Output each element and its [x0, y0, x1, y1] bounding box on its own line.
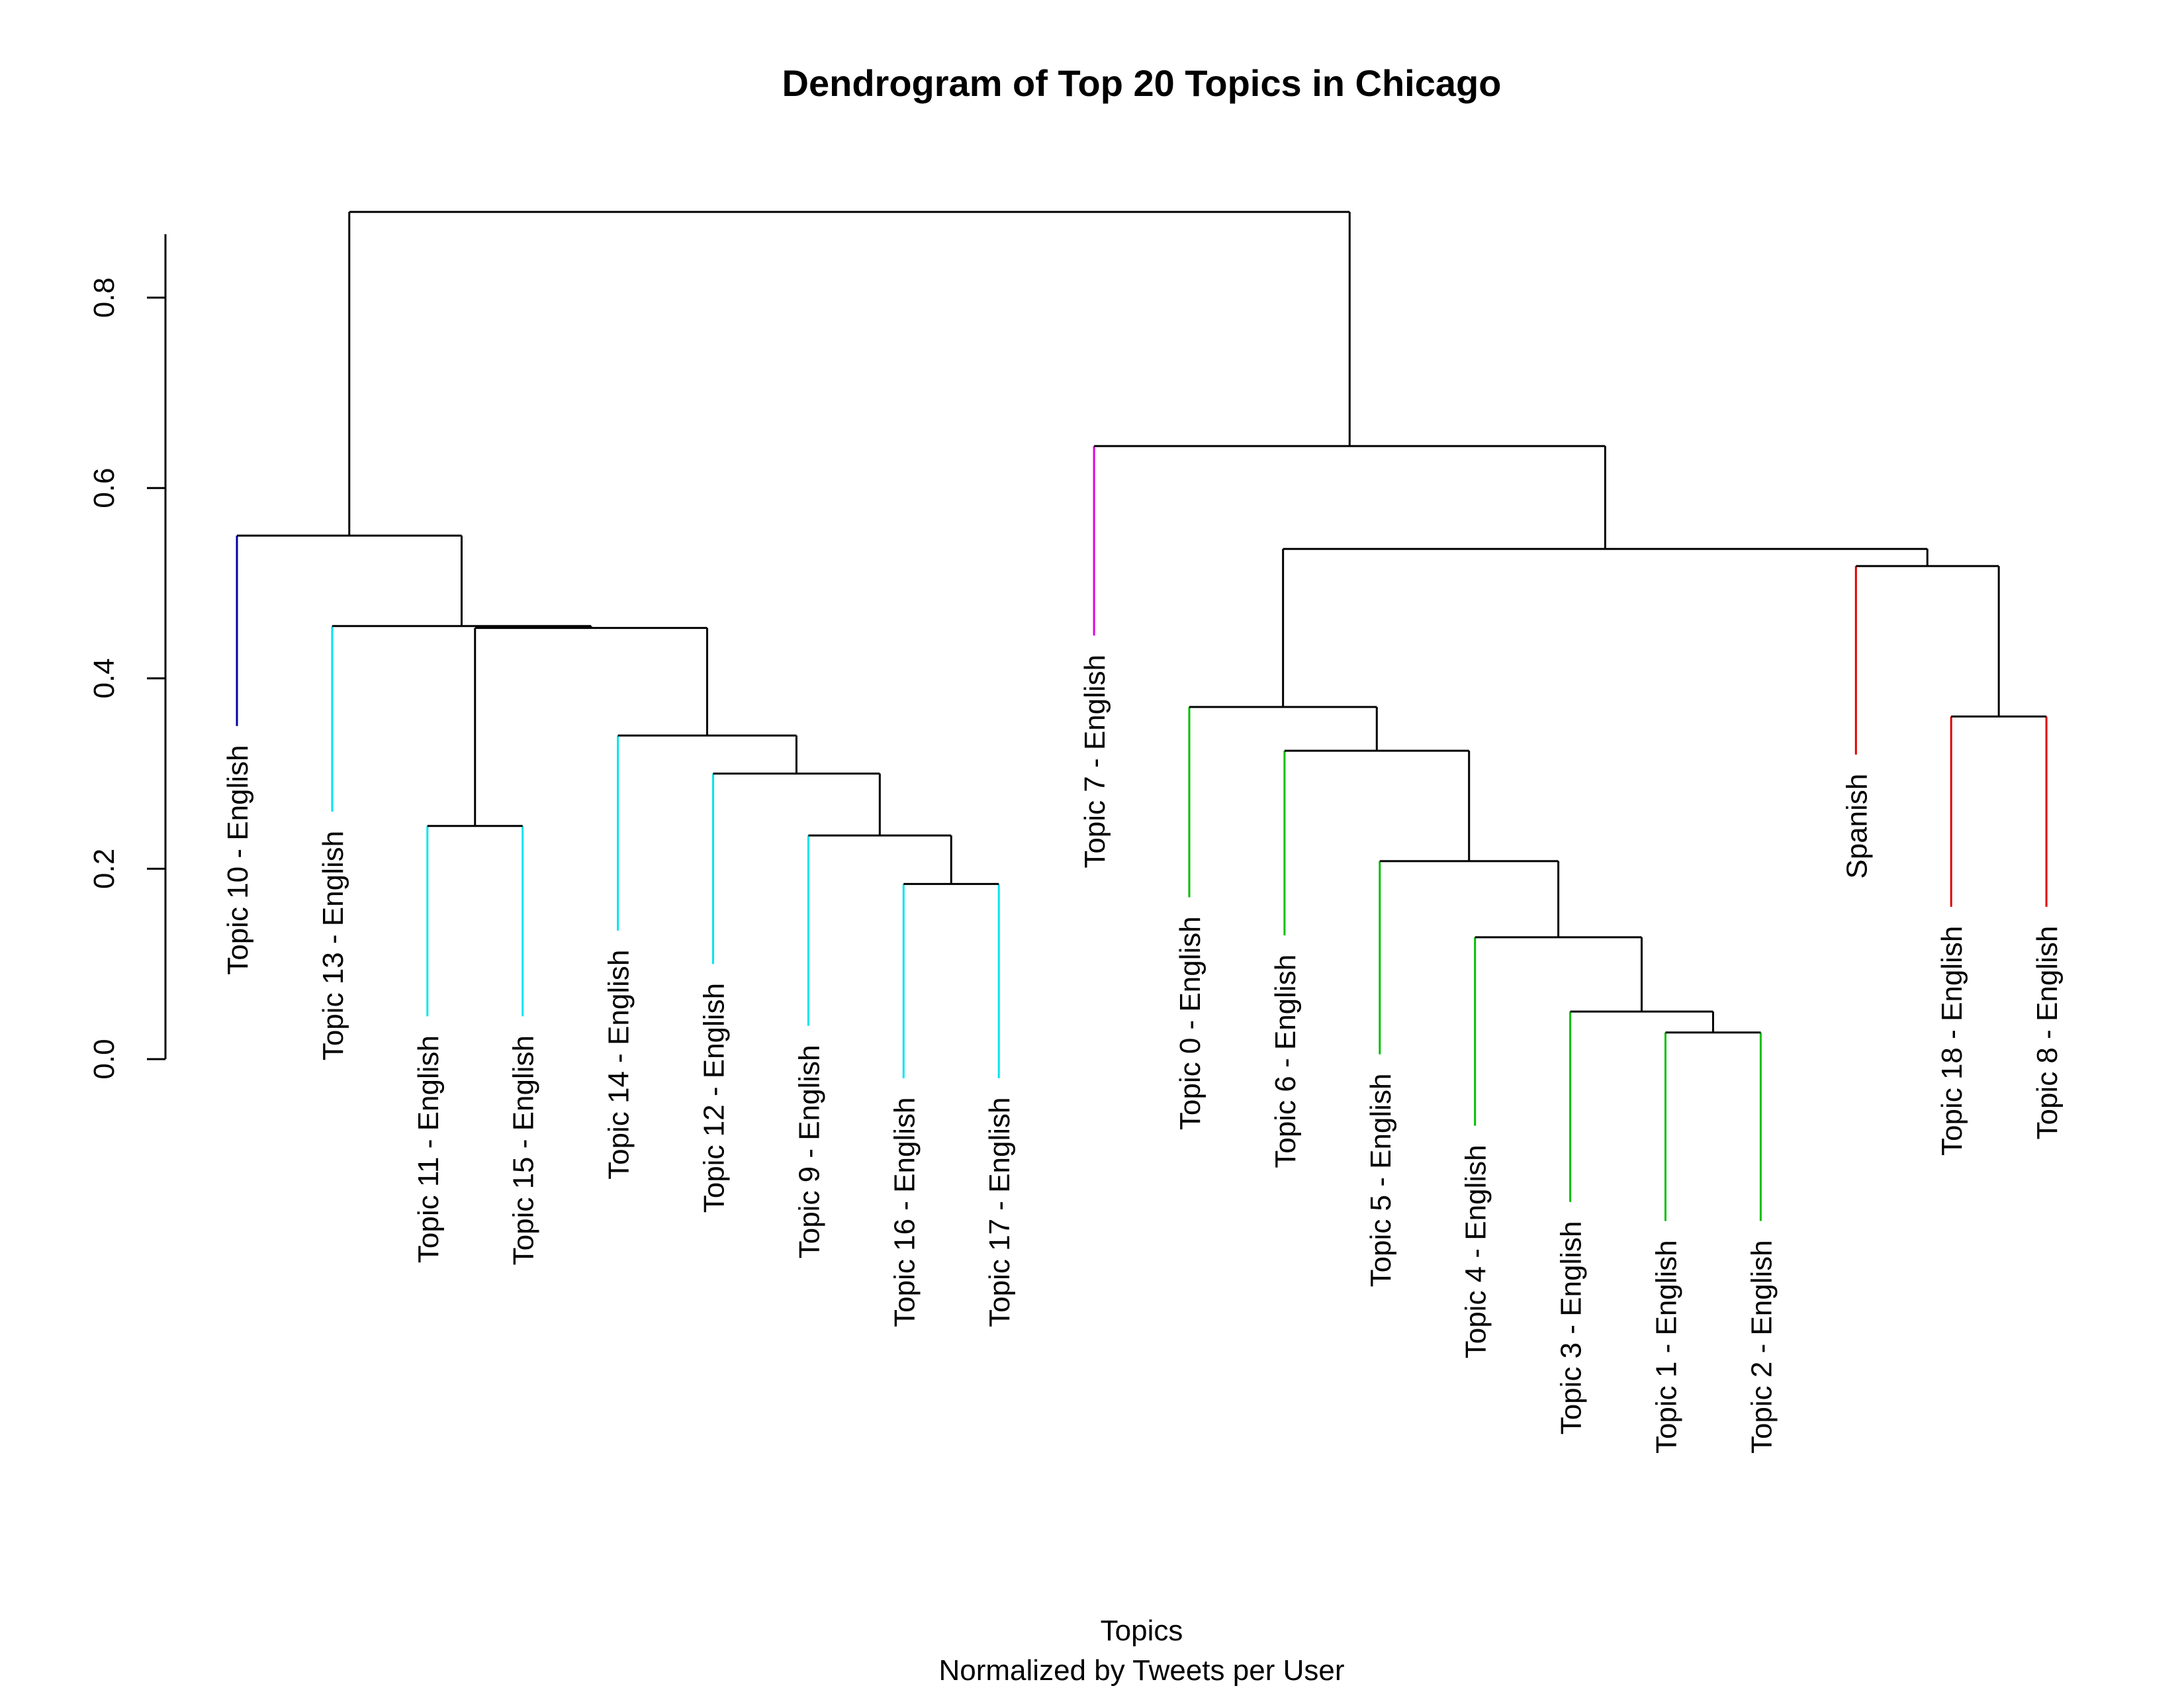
leaf-label: Topic 2 - English — [1745, 1240, 1778, 1454]
leaf-label: Topic 17 - English — [983, 1098, 1016, 1327]
leaf-label: Topic 10 - English — [222, 745, 254, 974]
dendrogram-tree — [236, 211, 2048, 1221]
leaf-label: Topic 6 - English — [1269, 955, 1302, 1168]
leaf-label: Topic 14 - English — [603, 950, 635, 1180]
leaf-label: Topic 11 - English — [412, 1035, 445, 1263]
y-tick-label: 0.6 — [88, 468, 120, 508]
leaf-label: Topic 15 - English — [508, 1035, 540, 1265]
leaf-labels: Topic 10 - English Topic 13 - English Topi… — [222, 655, 2064, 1454]
y-tick-label: 0.2 — [88, 849, 120, 889]
x-axis-sublabel: Normalized by Tweets per User — [939, 1654, 1345, 1687]
x-axis-label: Topics — [1101, 1615, 1183, 1647]
y-axis: 0.0 0.2 0.4 0.6 0.8 — [88, 234, 167, 1080]
leaf-label: Topic 8 - English — [2031, 926, 2064, 1140]
leaf-label: Topic 16 - English — [888, 1098, 921, 1327]
leaf-label: Topic 7 - English — [1079, 655, 1111, 868]
y-tick-label: 0.4 — [88, 658, 120, 698]
leaf-label: Spanish — [1841, 774, 1873, 879]
leaf-label: Topic 5 - English — [1365, 1074, 1397, 1288]
leaf-label: Topic 18 - English — [1936, 926, 1968, 1156]
leaf-label: Topic 12 - English — [698, 983, 731, 1213]
y-ticks: 0.0 0.2 0.4 0.6 0.8 — [88, 277, 165, 1080]
leaf-label: Topic 3 - English — [1555, 1221, 1588, 1434]
chart-title: Dendrogram of Top 20 Topics in Chicago — [782, 62, 1502, 104]
leaf-label: Topic 4 - English — [1460, 1145, 1492, 1358]
leaf-label: Topic 9 - English — [793, 1045, 825, 1258]
leaf-label: Topic 13 - English — [317, 831, 349, 1060]
y-tick-label: 0.0 — [88, 1039, 120, 1079]
y-tick-label: 0.8 — [88, 277, 120, 318]
leaf-label: Topic 1 - English — [1651, 1240, 1683, 1454]
leaf-label: Topic 0 - English — [1174, 916, 1206, 1130]
